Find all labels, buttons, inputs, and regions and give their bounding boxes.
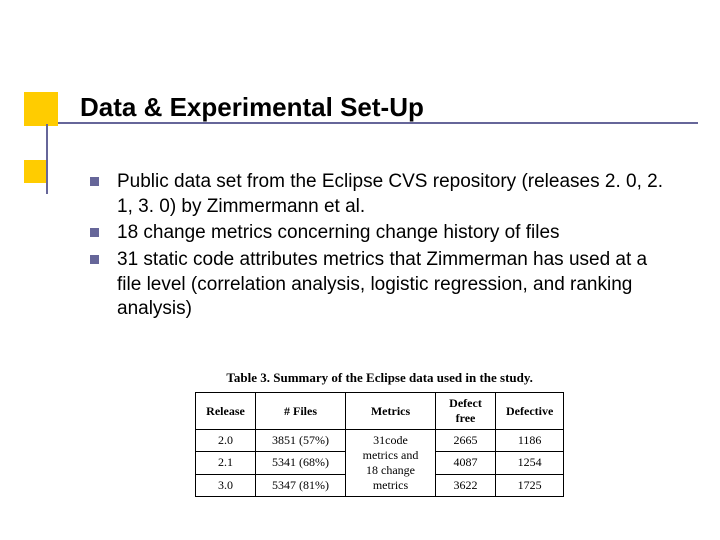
- cell-defect-free: 4087: [436, 452, 496, 474]
- cell-files: 3851 (57%): [256, 430, 346, 452]
- data-table-container: Table 3. Summary of the Eclipse data use…: [195, 370, 564, 497]
- data-table: Release # Files Metrics Defect free Defe…: [195, 392, 564, 497]
- cell-defective: 1725: [496, 474, 564, 496]
- col-defect-free: Defect free: [436, 393, 496, 430]
- bullet-text: 31 static code attributes metrics that Z…: [117, 248, 670, 322]
- col-defective: Defective: [496, 393, 564, 430]
- col-release: Release: [196, 393, 256, 430]
- list-item: Public data set from the Eclipse CVS rep…: [90, 170, 670, 219]
- table-row: 2.0 3851 (57%) 31code metrics and 18 cha…: [196, 430, 564, 452]
- accent-block-side: [24, 160, 47, 183]
- bullet-text: 18 change metrics concerning change hist…: [117, 221, 560, 246]
- cell-metrics-merged: 31code metrics and 18 change metrics: [346, 430, 436, 497]
- cell-defect-free: 2665: [436, 430, 496, 452]
- cell-defective: 1186: [496, 430, 564, 452]
- table-caption: Table 3. Summary of the Eclipse data use…: [195, 370, 564, 386]
- bullet-list: Public data set from the Eclipse CVS rep…: [90, 170, 670, 324]
- bullet-icon: [90, 177, 99, 186]
- col-metrics: Metrics: [346, 393, 436, 430]
- col-files: # Files: [256, 393, 346, 430]
- list-item: 18 change metrics concerning change hist…: [90, 221, 670, 246]
- side-line: [46, 124, 48, 194]
- cell-release: 3.0: [196, 474, 256, 496]
- cell-defect-free: 3622: [436, 474, 496, 496]
- cell-release: 2.1: [196, 452, 256, 474]
- table-header-row: Release # Files Metrics Defect free Defe…: [196, 393, 564, 430]
- cell-defective: 1254: [496, 452, 564, 474]
- cell-release: 2.0: [196, 430, 256, 452]
- slide-title: Data & Experimental Set-Up: [80, 92, 424, 123]
- list-item: 31 static code attributes metrics that Z…: [90, 248, 670, 322]
- cell-files: 5341 (68%): [256, 452, 346, 474]
- bullet-icon: [90, 228, 99, 237]
- cell-files: 5347 (81%): [256, 474, 346, 496]
- bullet-text: Public data set from the Eclipse CVS rep…: [117, 170, 670, 219]
- accent-block-top: [24, 92, 58, 126]
- bullet-icon: [90, 255, 99, 264]
